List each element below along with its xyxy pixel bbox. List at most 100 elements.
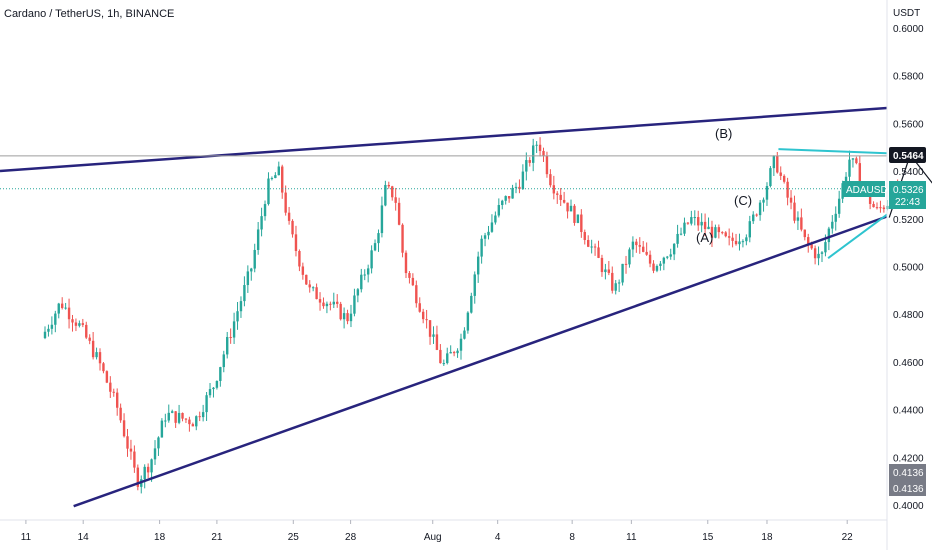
- candle-body: [600, 257, 604, 273]
- candle-body: [274, 175, 277, 179]
- candle-body: [85, 324, 88, 338]
- candle-body: [452, 352, 456, 354]
- currency-label: USDT: [893, 8, 921, 19]
- candle-body: [384, 184, 387, 206]
- candle-body: [580, 214, 583, 233]
- candle-body: [683, 222, 686, 234]
- candle-body: [672, 243, 676, 255]
- candle-body: [270, 178, 274, 180]
- candle-body: [827, 228, 831, 243]
- x-tick-label: 25: [288, 532, 300, 543]
- candle-body: [538, 144, 542, 151]
- candle-body: [676, 233, 679, 244]
- symbol-tag-text: ADAUSDT: [846, 185, 894, 196]
- candle-body: [415, 285, 418, 304]
- candle-body: [690, 217, 693, 224]
- candle-body: [78, 323, 81, 326]
- candle-body: [212, 387, 215, 390]
- chart-title: Cardano / TetherUS, 1h, BINANCE: [4, 8, 175, 20]
- candle-body: [446, 353, 449, 364]
- candle-body: [707, 226, 710, 230]
- candle-body: [160, 420, 164, 438]
- candle-body: [648, 254, 652, 264]
- candle-body: [421, 311, 425, 320]
- candle-body: [593, 246, 597, 248]
- y-tick-label: 0.5800: [893, 72, 924, 83]
- candle-body: [57, 303, 60, 314]
- candle-body: [800, 217, 803, 230]
- candle-body: [171, 411, 174, 413]
- candle-body: [703, 221, 707, 230]
- y-tick-label: 0.5600: [893, 119, 924, 130]
- candle-body: [745, 237, 748, 242]
- candles-layer: [43, 137, 899, 494]
- candle-body: [483, 235, 487, 239]
- candle-body: [439, 349, 442, 364]
- wave-label-a: (A): [696, 230, 713, 245]
- candle-body: [177, 412, 181, 423]
- candle-body: [528, 160, 531, 163]
- candle-body: [793, 202, 796, 221]
- candle-body: [287, 212, 291, 221]
- candle-body: [397, 202, 401, 225]
- candle-body: [566, 202, 569, 212]
- candle-body: [837, 198, 841, 214]
- candle-body: [807, 237, 810, 245]
- last-price-tag: ADAUSDT 0.5326 22:43: [843, 181, 926, 209]
- countdown-text: 22:43: [895, 197, 920, 208]
- candle-body: [855, 158, 858, 164]
- candle-body: [686, 222, 690, 224]
- candle-body: [669, 254, 672, 257]
- candle-body: [256, 229, 260, 250]
- price-axis[interactable]: 0.4000 0.4200 0.4400 0.4600 0.4800 0.5000 0.52…: [893, 24, 924, 512]
- candle-body: [470, 295, 473, 313]
- candle-body: [442, 363, 446, 365]
- y-tick-label: 0.5200: [893, 215, 924, 226]
- candle-body: [772, 155, 776, 169]
- candle-body: [882, 207, 886, 210]
- x-tick-label: 15: [702, 532, 714, 543]
- candle-body: [741, 241, 745, 243]
- time-axis[interactable]: 11 14 18 21 25 28 Aug 4 8 11 15 18 22: [21, 520, 853, 543]
- candle-body: [796, 217, 800, 221]
- candle-body: [291, 220, 294, 235]
- candle-body: [638, 245, 641, 247]
- candle-body: [404, 252, 408, 274]
- candle-body: [487, 231, 490, 236]
- candle-body: [476, 256, 480, 275]
- candle-body: [336, 301, 339, 304]
- candle-body: [329, 303, 332, 305]
- x-tick-label: 18: [761, 532, 773, 543]
- candle-body: [377, 233, 380, 244]
- candle-body: [617, 282, 621, 284]
- candle-body: [332, 301, 335, 305]
- candle-body: [370, 250, 373, 269]
- candle-body: [305, 274, 308, 285]
- candle-body: [765, 186, 769, 200]
- candle-body: [322, 302, 325, 307]
- x-tick-label: 18: [154, 532, 166, 543]
- candle-body: [872, 203, 875, 208]
- y-tick-label: 0.5400: [893, 167, 924, 178]
- candle-body: [129, 448, 133, 452]
- candle-body: [301, 266, 305, 275]
- candle-body: [463, 330, 466, 339]
- candle-body: [229, 337, 232, 339]
- candle-body: [81, 323, 85, 325]
- candle-body: [277, 166, 280, 176]
- upper-channel-line: [0, 106, 888, 173]
- candle-body: [174, 411, 177, 423]
- low-price-tags: 0.4136 0.4136: [889, 464, 926, 496]
- candle-body: [60, 303, 64, 308]
- candle-body: [841, 183, 844, 199]
- symbol-tag-bg: [843, 181, 885, 197]
- candle-body: [380, 205, 384, 234]
- candle-body: [782, 175, 786, 182]
- candle-body: [803, 229, 806, 238]
- candle-body: [195, 416, 198, 427]
- candle-body: [284, 192, 287, 213]
- candle-body: [583, 232, 586, 240]
- candle-body: [50, 324, 54, 329]
- candle-body: [562, 199, 566, 203]
